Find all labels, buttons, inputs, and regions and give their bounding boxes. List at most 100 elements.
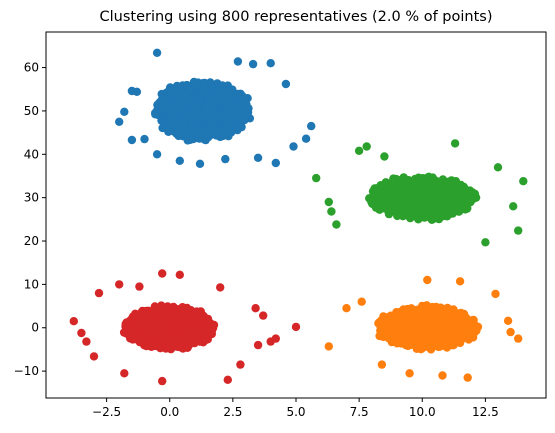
data-point [238, 92, 246, 100]
data-point [208, 327, 216, 335]
data-point [206, 126, 214, 134]
data-point [240, 101, 248, 109]
outlier-point [514, 334, 522, 342]
outlier-point [355, 147, 363, 155]
data-point [149, 340, 157, 348]
data-point [225, 122, 233, 130]
plot-frame [46, 32, 546, 398]
outlier-point [456, 277, 464, 285]
outlier-point [120, 108, 128, 116]
x-tick-label: −2.5 [92, 405, 121, 419]
data-point [445, 206, 453, 214]
data-point [405, 340, 413, 348]
outlier-point [196, 160, 204, 168]
data-point [460, 326, 468, 334]
data-point [122, 329, 130, 337]
series-2-points [312, 139, 528, 246]
data-point [449, 327, 457, 335]
outlier-point [509, 202, 517, 210]
y-tick-label: 40 [24, 147, 39, 161]
data-point [460, 183, 468, 191]
outlier-point [254, 341, 262, 349]
x-tick-label: 5.0 [286, 405, 305, 419]
data-point [200, 79, 208, 87]
data-point [168, 121, 176, 129]
data-point [383, 314, 391, 322]
data-point [420, 187, 428, 195]
outlier-point [158, 269, 166, 277]
data-point [443, 311, 451, 319]
outlier-point [236, 360, 244, 368]
outlier-point [378, 360, 386, 368]
outlier-point [82, 337, 90, 345]
outlier-point [332, 220, 340, 228]
data-point [457, 205, 465, 213]
outlier-point [504, 317, 512, 325]
outlier-point [491, 290, 499, 298]
outlier-point [519, 177, 527, 185]
data-point [466, 318, 474, 326]
points-layer [70, 49, 528, 386]
data-point [368, 200, 376, 208]
outlier-point [289, 142, 297, 150]
data-point [430, 200, 438, 208]
x-axis: −2.5 0.0 2.5 5.0 7.5 10.0 12.5 [92, 398, 499, 419]
data-point [452, 186, 460, 194]
data-point [379, 192, 387, 200]
outlier-point [128, 87, 136, 95]
data-point [171, 323, 179, 331]
outlier-point [325, 342, 333, 350]
data-point [410, 331, 418, 339]
data-point [161, 307, 169, 315]
outlier-point [327, 207, 335, 215]
outlier-point [249, 60, 257, 68]
data-point [196, 316, 204, 324]
data-point [444, 319, 452, 327]
data-point [151, 110, 159, 118]
data-point [168, 110, 176, 118]
series-3-points [70, 269, 301, 385]
series-1-points [325, 276, 523, 382]
data-point [435, 336, 443, 344]
data-point [234, 111, 242, 119]
data-point [445, 185, 453, 193]
outlier-point [221, 155, 229, 163]
outlier-point [363, 142, 371, 150]
outlier-point [251, 304, 259, 312]
data-point [416, 202, 424, 210]
data-point [186, 126, 194, 134]
data-point [190, 325, 198, 333]
data-point [421, 336, 429, 344]
data-point [424, 343, 432, 351]
data-point [186, 308, 194, 316]
outlier-point [140, 135, 148, 143]
outlier-point [267, 59, 275, 67]
data-point [369, 187, 377, 195]
data-point [188, 101, 196, 109]
outlier-point [115, 118, 123, 126]
outlier-point [115, 280, 123, 288]
outlier-point [216, 283, 224, 291]
y-tick-label: 60 [24, 61, 39, 75]
outlier-point [128, 136, 136, 144]
outlier-point [481, 238, 489, 246]
y-tick-label: −10 [14, 364, 39, 378]
data-point [404, 305, 412, 313]
data-point [385, 329, 393, 337]
outlier-point [95, 289, 103, 297]
outlier-point [464, 373, 472, 381]
x-tick-label: 7.5 [350, 405, 369, 419]
data-point [196, 92, 204, 100]
outlier-point [438, 371, 446, 379]
outlier-point [120, 369, 128, 377]
data-point [175, 335, 183, 343]
outlier-point [312, 174, 320, 182]
outlier-point [494, 163, 502, 171]
outlier-point [342, 304, 350, 312]
outlier-point [259, 311, 267, 319]
data-point [233, 126, 241, 134]
y-tick-label: 20 [24, 234, 39, 248]
data-point [200, 336, 208, 344]
data-point [392, 198, 400, 206]
